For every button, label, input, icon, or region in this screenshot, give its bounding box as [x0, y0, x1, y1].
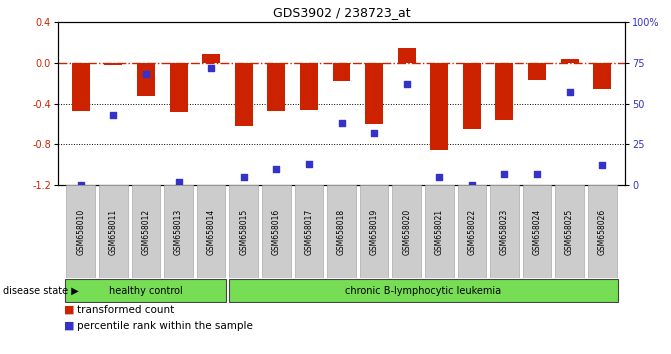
Text: GSM658026: GSM658026	[598, 209, 607, 255]
Point	[303, 161, 314, 167]
Text: GSM658022: GSM658022	[467, 209, 476, 255]
FancyBboxPatch shape	[425, 185, 454, 278]
Point	[141, 71, 152, 77]
Bar	[333, 63, 350, 81]
Bar	[528, 63, 546, 80]
Point	[466, 182, 477, 188]
Title: GDS3902 / 238723_at: GDS3902 / 238723_at	[272, 6, 410, 19]
Bar	[235, 63, 253, 126]
Point	[499, 171, 510, 176]
Text: disease state ▶: disease state ▶	[3, 285, 79, 296]
FancyBboxPatch shape	[262, 185, 291, 278]
Bar	[365, 63, 383, 124]
Point	[597, 162, 607, 168]
Text: GSM658010: GSM658010	[76, 209, 85, 255]
Point	[434, 174, 445, 180]
Text: GSM658014: GSM658014	[207, 209, 215, 255]
Point	[75, 182, 86, 188]
FancyBboxPatch shape	[164, 185, 193, 278]
FancyBboxPatch shape	[490, 185, 519, 278]
Text: GSM658023: GSM658023	[500, 209, 509, 255]
Text: GSM658019: GSM658019	[370, 209, 378, 255]
FancyBboxPatch shape	[132, 185, 160, 278]
Text: GSM658024: GSM658024	[533, 209, 541, 255]
FancyBboxPatch shape	[229, 279, 619, 302]
Bar	[463, 63, 481, 129]
Bar	[202, 53, 220, 63]
Bar	[105, 63, 122, 65]
FancyBboxPatch shape	[556, 185, 584, 278]
Text: ■: ■	[64, 321, 74, 331]
Bar	[561, 59, 578, 63]
Point	[108, 112, 119, 118]
Bar	[495, 63, 513, 120]
Text: GSM658021: GSM658021	[435, 209, 444, 255]
FancyBboxPatch shape	[393, 185, 421, 278]
FancyBboxPatch shape	[458, 185, 486, 278]
Point	[401, 81, 412, 87]
Bar	[72, 63, 90, 111]
FancyBboxPatch shape	[197, 185, 225, 278]
Point	[564, 89, 575, 95]
Text: GSM658015: GSM658015	[240, 209, 248, 255]
Text: transformed count: transformed count	[77, 305, 174, 315]
Text: percentile rank within the sample: percentile rank within the sample	[77, 321, 253, 331]
Text: ■: ■	[64, 305, 74, 315]
Bar	[170, 63, 187, 112]
Bar	[137, 63, 155, 96]
Text: healthy control: healthy control	[109, 285, 183, 296]
Text: GSM658017: GSM658017	[305, 209, 313, 255]
Text: chronic B-lymphocytic leukemia: chronic B-lymphocytic leukemia	[345, 285, 501, 296]
FancyBboxPatch shape	[588, 185, 617, 278]
Bar	[267, 63, 285, 111]
FancyBboxPatch shape	[66, 185, 95, 278]
Point	[336, 120, 347, 126]
Point	[531, 171, 542, 176]
Text: GSM658011: GSM658011	[109, 209, 118, 255]
FancyBboxPatch shape	[360, 185, 389, 278]
Text: GSM658016: GSM658016	[272, 209, 281, 255]
Text: GSM658020: GSM658020	[402, 209, 411, 255]
FancyBboxPatch shape	[327, 185, 356, 278]
Text: GSM658012: GSM658012	[142, 209, 150, 255]
Point	[271, 166, 282, 172]
Text: GSM658025: GSM658025	[565, 209, 574, 255]
FancyBboxPatch shape	[64, 279, 226, 302]
Bar	[430, 63, 448, 150]
Point	[206, 65, 217, 70]
Point	[238, 174, 249, 180]
Bar	[398, 48, 415, 63]
Point	[369, 130, 380, 136]
FancyBboxPatch shape	[295, 185, 323, 278]
Point	[173, 179, 184, 184]
Text: GSM658013: GSM658013	[174, 209, 183, 255]
FancyBboxPatch shape	[523, 185, 552, 278]
FancyBboxPatch shape	[229, 185, 258, 278]
Bar	[593, 63, 611, 89]
Bar	[300, 63, 318, 110]
FancyBboxPatch shape	[99, 185, 127, 278]
Text: GSM658018: GSM658018	[337, 209, 346, 255]
